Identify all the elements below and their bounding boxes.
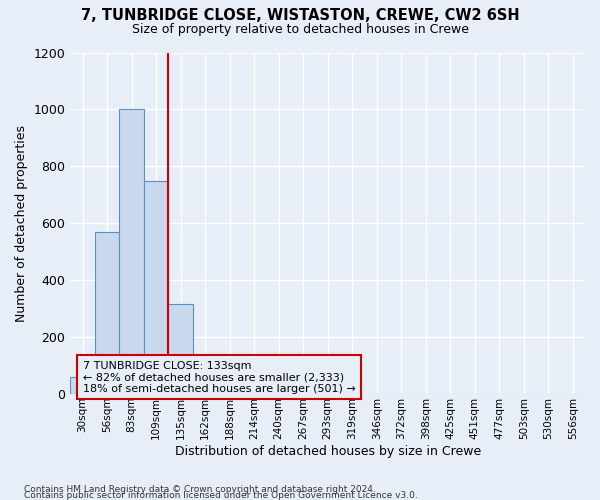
Bar: [316, 390, 340, 394]
Bar: [266, 390, 291, 394]
Y-axis label: Number of detached properties: Number of detached properties: [15, 125, 28, 322]
Text: Contains public sector information licensed under the Open Government Licence v3: Contains public sector information licen…: [24, 491, 418, 500]
Bar: [193, 367, 217, 394]
Text: Size of property relative to detached houses in Crewe: Size of property relative to detached ho…: [131, 22, 469, 36]
Bar: [70, 377, 95, 394]
Text: Contains HM Land Registry data © Crown copyright and database right 2024.: Contains HM Land Registry data © Crown c…: [24, 485, 376, 494]
Bar: [242, 387, 266, 394]
Bar: [119, 110, 144, 394]
Bar: [169, 304, 193, 394]
Bar: [144, 180, 169, 394]
X-axis label: Distribution of detached houses by size in Crewe: Distribution of detached houses by size …: [175, 444, 481, 458]
Bar: [95, 232, 119, 394]
Text: 7, TUNBRIDGE CLOSE, WISTASTON, CREWE, CW2 6SH: 7, TUNBRIDGE CLOSE, WISTASTON, CREWE, CW…: [80, 8, 520, 22]
Text: 7 TUNBRIDGE CLOSE: 133sqm
← 82% of detached houses are smaller (2,333)
18% of se: 7 TUNBRIDGE CLOSE: 133sqm ← 82% of detac…: [83, 360, 356, 394]
Bar: [217, 382, 242, 394]
